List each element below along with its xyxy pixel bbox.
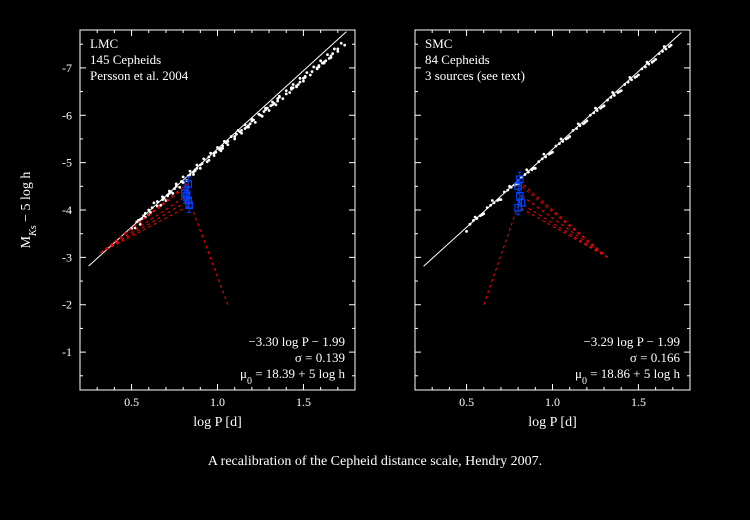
data-point — [560, 138, 563, 141]
y-tick-label: -1 — [62, 345, 72, 359]
data-point — [333, 48, 336, 51]
x-axis-label: log P [d] — [528, 415, 576, 430]
panel-annot: Persson et al. 2004 — [90, 68, 189, 83]
panel-annot: LMC — [90, 36, 118, 51]
data-point — [271, 103, 274, 106]
data-point — [299, 77, 302, 80]
outlier-connector — [522, 196, 608, 258]
outlier-connector — [520, 182, 608, 258]
data-point — [259, 114, 262, 117]
outlier-connector — [522, 186, 608, 257]
data-point — [305, 71, 308, 74]
data-point — [336, 48, 339, 51]
left-panel: 0.5 1.0 1.5 -1 -2 -3 -4 -5 -6 -7 log P [d] MKs − 5 … — [0, 0, 375, 520]
data-point — [328, 57, 331, 60]
left-panel-svg: 0.5 1.0 1.5 -1 -2 -3 -4 -5 -6 -7 log P [d] MKs − 5 … — [0, 0, 375, 520]
data-point — [189, 170, 192, 173]
data-point — [240, 129, 243, 132]
data-point — [199, 167, 202, 170]
data-point — [543, 153, 546, 156]
data-point — [159, 204, 162, 207]
data-point — [340, 42, 343, 45]
data-point — [670, 44, 673, 47]
data-point — [202, 157, 205, 160]
data-point — [266, 107, 269, 110]
data-point — [465, 230, 468, 233]
data-point — [292, 86, 295, 89]
data-point — [331, 52, 334, 55]
data-point — [323, 61, 326, 64]
x-tick-label: 0.5 — [459, 395, 474, 409]
data-point — [182, 175, 185, 178]
data-point — [311, 70, 314, 73]
data-point — [208, 159, 211, 162]
sigma-label: σ = 0.139 — [295, 350, 345, 365]
data-point — [285, 89, 288, 92]
data-point — [567, 137, 570, 140]
outlier-connector — [188, 198, 228, 305]
data-point — [635, 75, 638, 78]
panel-annot: 145 Cepheids — [90, 52, 161, 67]
fit-label: −3.29 log P − 1.99 — [583, 334, 680, 349]
panel-annot: 3 sources (see text) — [425, 68, 525, 83]
data-point — [278, 96, 281, 99]
data-point — [178, 186, 181, 189]
data-point — [618, 90, 621, 93]
right-panel: 0.5 1.0 1.5 log P [d] SMC84 Cepheids3 source… — [375, 0, 750, 520]
y-axis-label: MKs − 5 log h — [19, 172, 39, 249]
outlier-connector — [520, 208, 608, 258]
x-axis-label: log P [d] — [193, 415, 241, 430]
x-tick-label: 0.5 — [124, 395, 139, 409]
panel-annot: SMC — [425, 36, 452, 51]
y-tick-label: -4 — [62, 203, 72, 217]
panel-annot: 84 Cepheids — [425, 52, 490, 67]
data-point — [281, 97, 284, 100]
data-point — [220, 147, 223, 150]
data-point — [254, 121, 257, 124]
outlier-connector — [520, 203, 608, 257]
data-point — [245, 126, 248, 129]
data-point — [326, 53, 329, 56]
y-tick-label: -5 — [62, 156, 72, 170]
data-point — [299, 81, 302, 84]
data-point — [285, 93, 288, 96]
data-point — [252, 119, 255, 122]
x-tick-label: 1.0 — [545, 395, 560, 409]
outlier-connector — [484, 201, 520, 305]
outlier-connector — [101, 201, 189, 253]
data-point — [153, 201, 156, 204]
data-point — [318, 66, 321, 69]
y-tick-label: -6 — [62, 108, 72, 122]
x-tick-label: 1.0 — [210, 395, 225, 409]
mu-label: μ0 = 18.39 + 5 log h — [240, 366, 346, 387]
data-point — [653, 59, 656, 62]
x-tick-label: 1.5 — [296, 395, 311, 409]
data-point — [525, 168, 528, 171]
data-point — [319, 59, 322, 62]
sigma-label: σ = 0.166 — [630, 350, 681, 365]
x-tick-label: 1.5 — [631, 395, 646, 409]
data-point — [312, 66, 315, 69]
data-point — [195, 164, 198, 167]
y-tick-label: -7 — [62, 61, 72, 75]
data-point — [297, 83, 300, 86]
data-point — [288, 91, 291, 94]
data-point — [584, 121, 587, 124]
figure: 0.5 1.0 1.5 -1 -2 -3 -4 -5 -6 -7 log P [d] MKs − 5 … — [0, 0, 750, 520]
y-tick-label: -3 — [62, 250, 72, 264]
data-point — [330, 55, 333, 58]
data-point — [601, 105, 604, 108]
data-point — [309, 74, 312, 77]
data-point — [268, 109, 271, 112]
fit-label: −3.30 log P − 1.99 — [248, 334, 345, 349]
data-point — [343, 44, 346, 47]
y-tick-label: -2 — [62, 298, 72, 312]
mu-label: μ0 = 18.86 + 5 log h — [575, 366, 681, 387]
data-point — [491, 199, 494, 202]
data-point — [302, 80, 305, 83]
data-point — [233, 135, 236, 138]
right-panel-svg: 0.5 1.0 1.5 log P [d] SMC84 Cepheids3 source… — [375, 0, 750, 520]
data-point — [304, 75, 307, 78]
data-point — [292, 83, 295, 86]
